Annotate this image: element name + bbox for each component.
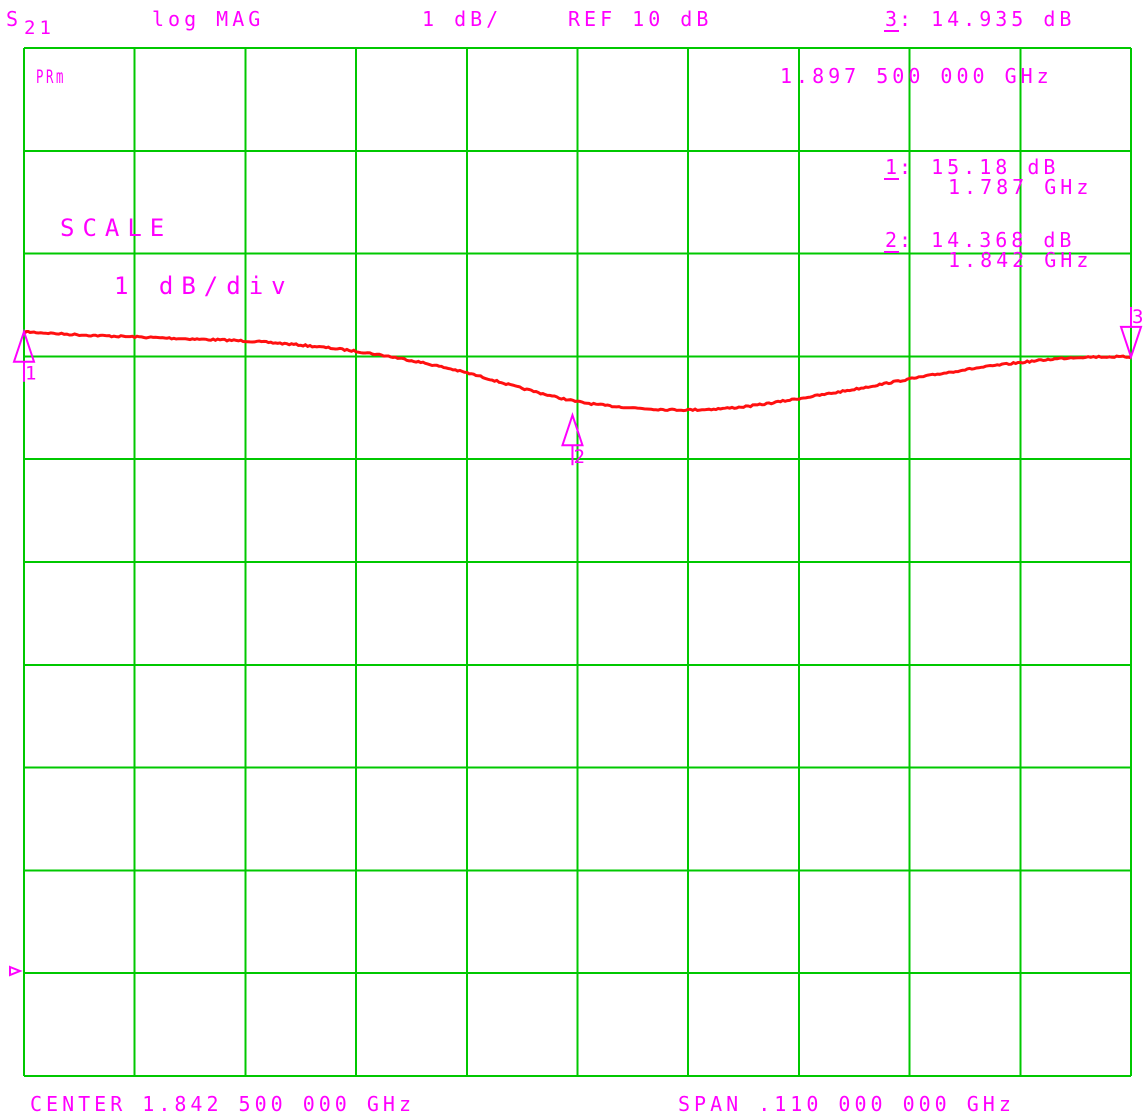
marker-3-label: 3 <box>1132 306 1147 328</box>
format-label: log MAG <box>152 7 264 31</box>
marker-1-value: : 15.18 dB <box>899 155 1059 179</box>
scale-label: 1 dB/ <box>422 7 502 31</box>
marker-group: 1 2 3 <box>12 306 1147 468</box>
marker-2-number: 2 <box>885 228 901 252</box>
scale-box-title: SCALE <box>60 214 172 242</box>
active-marker-value: : 14.935 dB <box>899 7 1075 31</box>
active-marker-number: 3 <box>885 7 901 31</box>
marker-2-label: 2 <box>573 446 588 468</box>
graticule <box>23 47 1132 1077</box>
scale-box-value: 1 dB/div <box>114 272 294 300</box>
marker-2-value: : 14.368 dB <box>899 228 1075 252</box>
active-marker-frequency: 1.897 500 000 GHz <box>780 64 1053 88</box>
parameter-subscript: 21 <box>24 17 55 39</box>
parameter-label: S <box>6 7 22 31</box>
marker-1-number: 1 <box>885 155 901 179</box>
reference-position-icon <box>9 965 23 977</box>
marker-1-frequency: 1.787 GHz <box>948 175 1092 199</box>
span-label: SPAN .110 000 000 GHz <box>678 1092 1015 1116</box>
marker-2-icon <box>561 412 584 447</box>
s21-trace <box>22 329 1132 413</box>
reference-label: REF 10 dB <box>568 7 712 31</box>
center-frequency-label: CENTER 1.842 500 000 GHz <box>30 1092 415 1116</box>
marker-2-frequency: 1.842 GHz <box>948 248 1092 272</box>
marker-1-label: 1 <box>25 363 40 385</box>
status-flag: PRm <box>36 66 66 88</box>
